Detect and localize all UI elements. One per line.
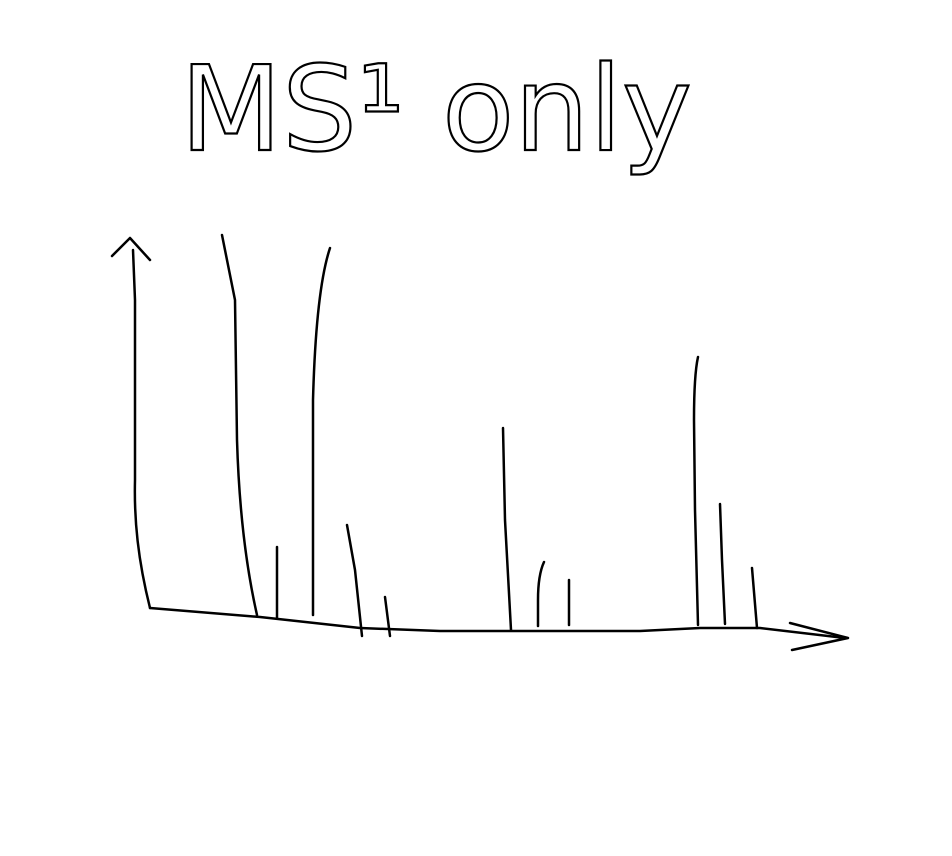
peak — [750, 566, 759, 630]
peak — [536, 560, 546, 628]
peak — [501, 426, 513, 632]
peaks — [220, 233, 759, 638]
title: MS¹ only — [180, 40, 692, 178]
peak — [220, 233, 259, 617]
peak — [383, 595, 392, 638]
peak — [692, 355, 700, 627]
y-axis — [131, 248, 152, 610]
x-axis-arrow — [788, 621, 850, 652]
peak — [311, 246, 332, 617]
y-axis-arrow — [110, 236, 152, 262]
peak — [345, 523, 364, 638]
peak — [718, 502, 727, 626]
